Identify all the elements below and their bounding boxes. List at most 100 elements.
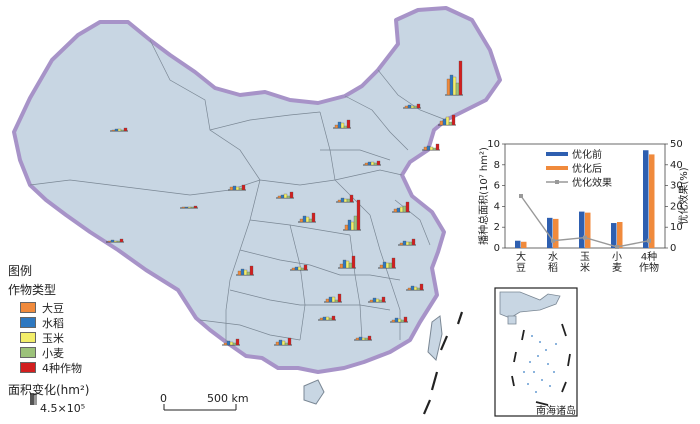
legend-item: 大豆 (8, 300, 148, 315)
map-bar (423, 146, 428, 151)
map-bar (445, 116, 450, 126)
effect-point (647, 238, 651, 243)
map-bar (337, 293, 342, 303)
map-bar (277, 195, 282, 199)
map-bar (458, 60, 463, 96)
map-bar (369, 299, 374, 303)
map-bar (432, 147, 437, 151)
category-label: 水稻 (548, 251, 558, 274)
legend-block: 图例 作物类型 大豆 水稻 玉米 小麦 4种作物 面积变化(hm²) 4.5×10⁵ (8, 262, 148, 415)
legend-area-title: 面积变化(hm²) (8, 383, 90, 397)
effect-point (583, 235, 587, 240)
map-bar-group (438, 114, 456, 126)
map-bar (382, 261, 387, 269)
map-bar (446, 78, 451, 96)
map-bar (123, 127, 128, 132)
y-tick-label: 10 (487, 139, 500, 150)
series-legend-label: 优化后 (572, 162, 602, 175)
map-bar (367, 335, 372, 341)
legend-label: 大豆 (42, 301, 64, 315)
map-bar (413, 105, 418, 109)
map-bar (113, 240, 118, 243)
map-bar-group (110, 127, 128, 132)
map-bar (405, 241, 410, 246)
y-axis-title: 播种总面积(10⁷ hm²) (477, 147, 490, 245)
category-label: 小麦 (612, 251, 622, 274)
map-bar-group (338, 255, 356, 269)
chart-bar (521, 241, 527, 248)
effect-point (551, 238, 555, 243)
map-bar-group (422, 143, 440, 151)
area-scale-glyph (30, 393, 37, 405)
map-bar (411, 238, 416, 246)
map-bar (349, 194, 354, 203)
map-bar (229, 341, 234, 346)
map-bar (399, 242, 404, 246)
map-bar (278, 339, 283, 346)
map-bar (435, 143, 440, 151)
map-bar (241, 184, 246, 191)
chart-bar (585, 212, 591, 248)
map-bar (235, 338, 240, 346)
map-bar (240, 268, 245, 276)
legend-label: 4种作物 (42, 361, 82, 375)
map-bar (355, 337, 360, 341)
map-bar (364, 337, 369, 341)
map-bar (337, 199, 342, 203)
map-bar (339, 263, 344, 269)
map-bar (340, 122, 345, 129)
chart-bar (643, 150, 649, 248)
y2-tick-label: 50 (670, 139, 683, 150)
map-bar-group (406, 283, 424, 291)
map-bar (408, 241, 413, 246)
map-bar (286, 195, 291, 199)
sea-boundary-dashes (422, 311, 464, 415)
map-bar (416, 103, 421, 109)
effect-point (615, 244, 619, 249)
map-bar (229, 186, 234, 191)
map-bar (361, 337, 366, 341)
map-bar-group (390, 316, 408, 323)
legend-item: 玉米 (8, 330, 148, 345)
map-bar (328, 296, 333, 303)
map-bar (305, 216, 310, 223)
y-tick-label: 0 (494, 243, 500, 254)
map-bar (388, 262, 393, 269)
chart-bar (547, 217, 553, 248)
map-bar-group (274, 337, 292, 346)
map-bar (117, 128, 122, 132)
map-bar (396, 207, 401, 213)
y2-tick-label: 20 (670, 201, 683, 212)
map-bar (372, 297, 377, 303)
y-tick-label: 6 (494, 181, 500, 192)
y2-tick-label: 10 (670, 222, 683, 233)
map-bar (311, 212, 316, 223)
map-bar (451, 114, 456, 126)
chart-bar (579, 211, 585, 248)
map-bar (223, 342, 228, 346)
y2-axis-title: 优化效果(%) (677, 167, 690, 224)
category-label: 大豆 (516, 250, 526, 274)
map-bar-group (236, 265, 254, 276)
map-bar-group (298, 212, 316, 223)
map-bar (448, 121, 453, 126)
map-bar (351, 255, 356, 269)
map-bar (232, 185, 237, 191)
map-bar (364, 162, 369, 166)
map-bar (426, 145, 431, 151)
map-bar (442, 118, 447, 126)
legend-item: 水稻 (8, 315, 148, 330)
map-bar (407, 104, 412, 109)
effect-point (519, 194, 523, 198)
map-bar (391, 319, 396, 323)
map-bar (394, 317, 399, 323)
map-bar (238, 187, 243, 191)
scale-zero-label: 0 (160, 392, 167, 405)
map-bar (400, 319, 405, 323)
inset-label: 南海诸岛 (536, 406, 576, 417)
series-legend-label: 优化前 (572, 148, 602, 161)
map-bar (346, 119, 351, 129)
map-bar (385, 262, 390, 269)
map-bar-group (378, 257, 396, 269)
legend-swatch (20, 302, 36, 313)
